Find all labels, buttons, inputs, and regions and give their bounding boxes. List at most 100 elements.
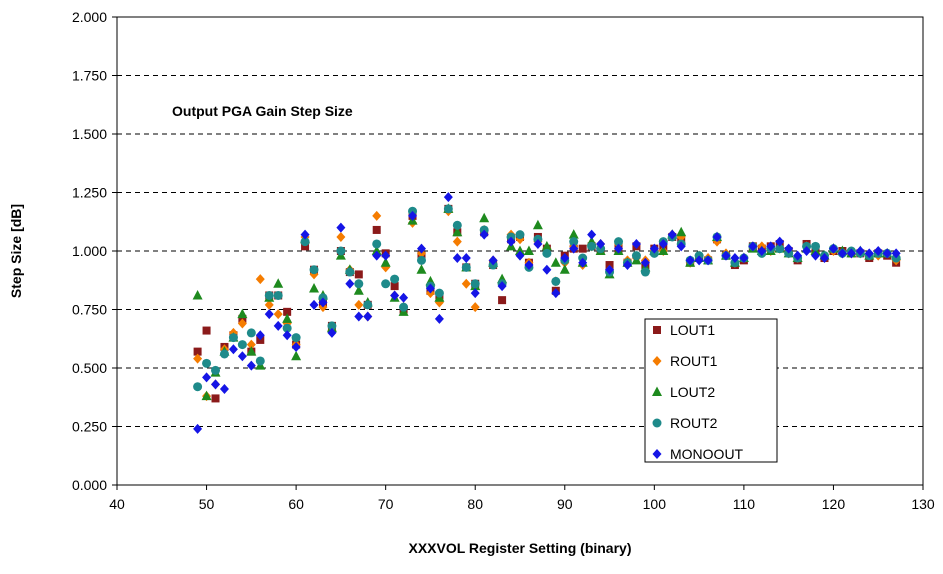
- data-point-rout2: [515, 230, 525, 240]
- data-point-monoout: [605, 264, 615, 275]
- y-tick-label: 1.250: [72, 185, 107, 201]
- data-point-rout2: [273, 290, 283, 300]
- y-tick-label: 0.750: [72, 302, 107, 318]
- data-point-rout2: [211, 365, 221, 375]
- data-point-monoout: [560, 253, 570, 264]
- data-point-rout2: [291, 333, 301, 343]
- data-point-monoout: [828, 243, 838, 254]
- data-point-rout2: [219, 349, 229, 359]
- legend-label-rout1: ROUT1: [670, 353, 718, 369]
- data-point-rout2: [309, 265, 319, 275]
- x-tick-label: 120: [822, 496, 846, 512]
- data-point-rout1: [372, 210, 382, 221]
- data-point-rout2: [587, 241, 597, 251]
- data-point-rout2: [452, 220, 462, 230]
- data-point-lout2: [309, 282, 320, 293]
- data-point-rout2: [354, 279, 364, 289]
- data-point-monoout: [309, 299, 319, 310]
- data-point-monoout: [542, 264, 552, 275]
- data-point-monoout: [515, 250, 525, 261]
- data-point-lout1: [211, 394, 220, 403]
- data-point-lout2: [658, 245, 669, 255]
- data-point-rout1: [354, 299, 364, 310]
- data-point-monoout: [282, 330, 292, 341]
- data-point-rout2: [327, 321, 337, 331]
- data-point-monoout: [408, 210, 418, 221]
- data-point-monoout: [228, 344, 238, 355]
- legend-label-rout2: ROUT2: [670, 415, 718, 431]
- data-point-monoout: [327, 327, 337, 338]
- data-point-monoout: [273, 320, 283, 331]
- data-point-monoout: [891, 248, 901, 259]
- data-point-monoout: [237, 351, 247, 362]
- data-point-monoout: [846, 248, 856, 259]
- x-tick-label: 100: [643, 496, 667, 512]
- data-point-monoout: [479, 229, 489, 240]
- data-point-monoout: [622, 260, 632, 271]
- data-point-rout2: [345, 267, 355, 277]
- y-tick-label: 1.500: [72, 126, 107, 142]
- data-point-lout1: [193, 347, 202, 356]
- data-point-monoout: [784, 243, 794, 254]
- data-point-lout2: [192, 289, 203, 300]
- data-point-lout2: [380, 257, 391, 267]
- y-tick-label: 0.250: [72, 419, 107, 435]
- data-point-lout1: [283, 307, 292, 316]
- data-point-lout2: [532, 219, 543, 230]
- data-point-lout1: [498, 296, 507, 305]
- data-point-rout2: [363, 300, 373, 310]
- data-point-monoout: [730, 253, 740, 264]
- data-point-monoout: [569, 243, 579, 254]
- data-point-rout1: [452, 236, 462, 247]
- data-point-rout2: [399, 302, 409, 312]
- x-tick-label: 80: [467, 496, 483, 512]
- data-point-monoout: [318, 297, 328, 308]
- series-monoout: [193, 192, 901, 434]
- data-point-monoout: [667, 229, 677, 240]
- data-point-rout1: [336, 231, 346, 242]
- data-point-lout1: [390, 282, 399, 291]
- data-point-lout2: [523, 245, 534, 255]
- data-point-rout2: [631, 251, 641, 261]
- data-point-lout2: [515, 245, 525, 255]
- legend-label-lout1: LOUT1: [670, 322, 715, 338]
- data-point-lout1: [578, 244, 587, 253]
- data-point-monoout: [864, 248, 874, 259]
- data-point-lout2: [291, 350, 302, 361]
- data-point-lout2: [201, 390, 212, 401]
- data-point-monoout: [336, 222, 346, 233]
- y-tick-label: 1.000: [72, 243, 107, 259]
- data-point-rout2: [443, 204, 453, 214]
- data-point-monoout: [676, 241, 686, 252]
- data-point-monoout: [703, 255, 713, 266]
- data-point-rout2: [246, 328, 256, 338]
- data-point-rout2: [282, 323, 292, 333]
- data-point-monoout: [631, 238, 641, 249]
- data-point-monoout: [434, 313, 444, 324]
- data-point-rout2: [193, 382, 203, 392]
- data-point-rout2: [255, 356, 265, 366]
- data-point-monoout: [416, 243, 426, 254]
- x-tick-label: 40: [109, 496, 125, 512]
- data-point-monoout: [658, 238, 668, 249]
- y-tick-label: 1.750: [72, 68, 107, 84]
- data-point-rout2: [811, 241, 821, 251]
- data-point-lout2: [246, 346, 257, 356]
- x-tick-label: 90: [557, 496, 573, 512]
- y-tick-label: 0.000: [72, 477, 107, 493]
- data-point-rout1: [255, 274, 265, 285]
- data-point-monoout: [533, 238, 543, 249]
- data-point-lout2: [237, 308, 248, 319]
- data-point-rout1: [461, 278, 471, 289]
- data-point-lout1: [301, 242, 310, 251]
- data-point-monoout: [793, 250, 803, 261]
- data-point-rout2: [470, 279, 480, 289]
- legend-marker-monoout: [652, 449, 662, 459]
- data-point-monoout: [775, 236, 785, 247]
- data-point-lout1: [354, 270, 363, 279]
- data-point-monoout: [354, 311, 364, 322]
- data-point-lout2: [282, 313, 293, 323]
- data-point-lout2: [568, 229, 579, 239]
- data-point-monoout: [345, 278, 355, 289]
